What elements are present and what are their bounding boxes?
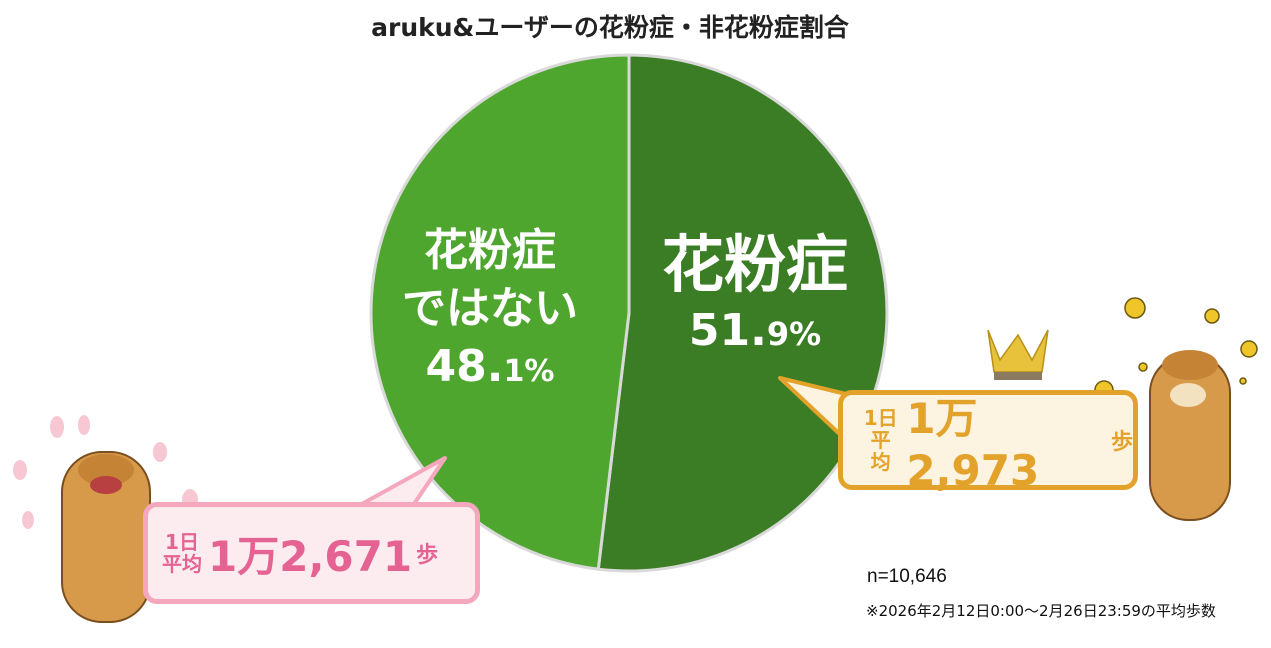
otter-character-right: [1149, 350, 1231, 521]
crown-icon: [987, 329, 1049, 380]
pct-dec: 1%: [503, 354, 555, 389]
pct-int: 48.: [425, 341, 504, 392]
slice-label-non-hayfever: 花粉症 ではない 48.1%: [380, 222, 600, 401]
sample-size: n=10,646: [867, 566, 947, 587]
callout-prefix: 平均: [870, 428, 891, 474]
footnote: ※2026年2月12日0:00～2月26日23:59の平均歩数: [866, 602, 1216, 620]
petal-icon: [13, 415, 198, 529]
pie-slice-1: [369, 53, 631, 571]
pct-dec: 9%: [766, 315, 822, 353]
chart-title: aruku&ユーザーの花粉症・非花粉症割合: [371, 13, 849, 42]
callout-unit: 歩: [416, 543, 439, 568]
callout-hayfever-steps: 1日 平均 1万2,973 歩: [838, 390, 1138, 495]
slice-label-line: 花粉症: [424, 225, 556, 276]
slice-value-label: 48.1%: [380, 338, 600, 401]
callout-steps-value: 1万2,973: [906, 394, 1040, 495]
slice-label-line: 花粉症: [661, 228, 848, 301]
otter-character-left: [61, 451, 151, 623]
callout-steps-value: 1万2,671: [208, 531, 413, 581]
pct-int: 51.: [688, 305, 767, 356]
callout-prefix: 平均: [162, 552, 202, 576]
slice-label-hayfever: 花粉症 51.9%: [640, 225, 870, 356]
slice-label-line: ではない: [402, 283, 578, 334]
callout-prefix: 1日: [863, 406, 898, 430]
slice-value-label: 51.9%: [640, 305, 870, 356]
pie-slice-0: [596, 53, 889, 573]
callout-non-hayfever-steps: 1日 平均 1万2,671 歩: [143, 502, 480, 604]
callout-unit: 歩: [1110, 430, 1133, 455]
callout-prefix: 1日: [165, 530, 199, 554]
